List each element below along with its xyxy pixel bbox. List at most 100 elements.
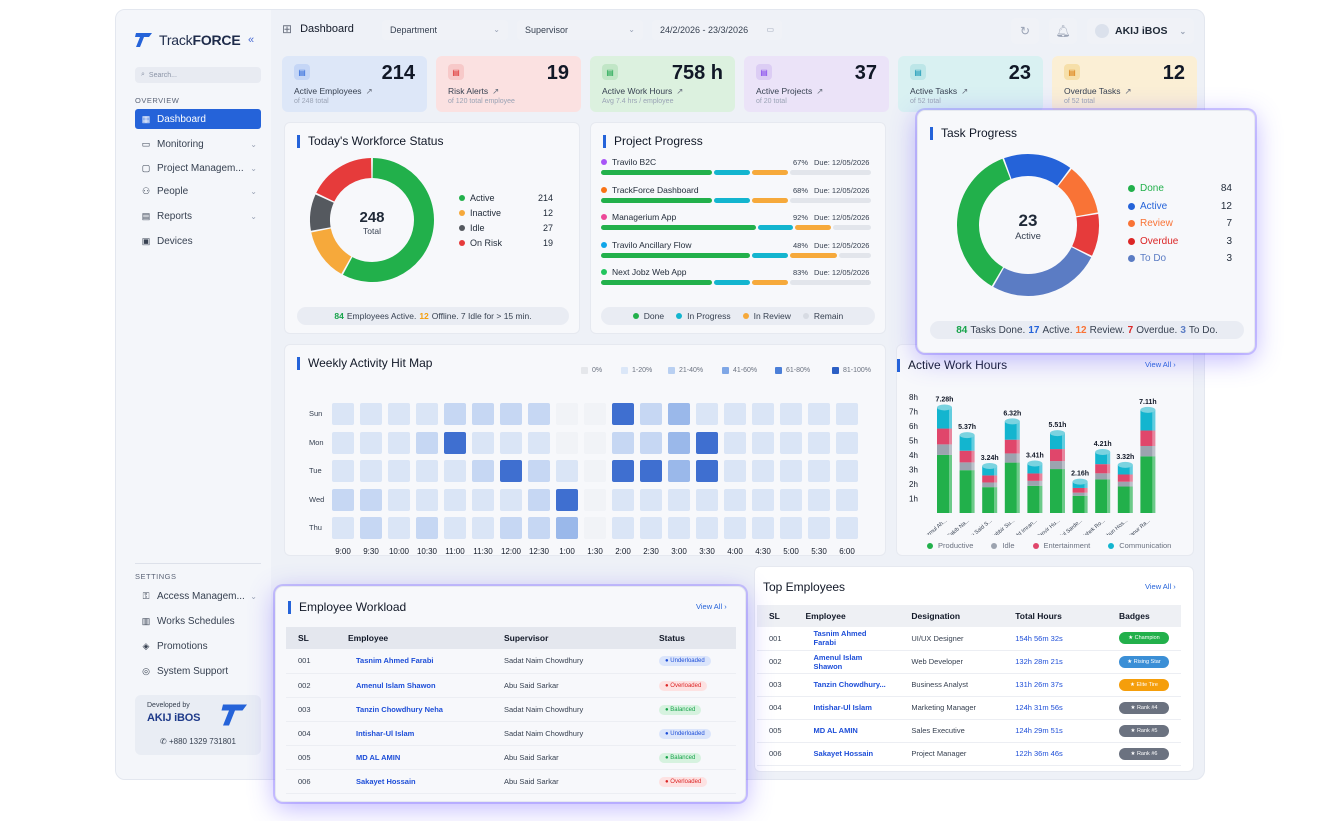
brand[interactable]: TrackFORCE	[135, 32, 241, 48]
table-row[interactable]: 002 Amenul Islam Shawon Abu Said Sarkar ● O…	[286, 673, 736, 698]
heatmap-cell[interactable]	[724, 517, 746, 539]
heatmap-cell[interactable]	[668, 403, 690, 425]
cell-employee[interactable]: Sakayet Hossain	[336, 769, 492, 794]
heatmap-cell[interactable]	[528, 488, 550, 511]
column-header[interactable]: Employee	[793, 605, 900, 627]
heatmap-cell[interactable]	[584, 488, 606, 511]
heatmap-cell[interactable]	[696, 517, 718, 539]
donut-slice-overdue[interactable]	[1071, 214, 1099, 256]
heatmap-cell[interactable]	[444, 403, 466, 425]
project-item[interactable]: Next Jobz Web App 83% Due: 12/05/2026	[601, 267, 871, 289]
sidebar-item-access-management[interactable]: ⚿ Access Managem... ⌄	[142, 590, 257, 602]
sidebar-item-project-management[interactable]: ▢ Project Managem... ⌄	[141, 162, 257, 174]
heatmap-cell[interactable]	[612, 431, 634, 454]
date-range-picker[interactable]: 24/2/2026 - 23/3/2026 ▭	[652, 20, 782, 40]
bar-0[interactable]	[937, 404, 952, 513]
heatmap-cell[interactable]	[528, 431, 550, 454]
cell-employee[interactable]: Intishar-Ul Islam	[793, 696, 900, 720]
heatmap-cell[interactable]	[808, 460, 830, 482]
table-row[interactable]: 005 MD AL AMIN Sales Executive 124h 29m 51s…	[757, 719, 1181, 743]
heatmap-cell[interactable]	[696, 488, 718, 511]
heatmap-cell[interactable]	[332, 403, 354, 425]
sidebar-item-people[interactable]: ⚇ People ⌄	[141, 185, 257, 197]
project-item[interactable]: Travilo Ancillary Flow 48% Due: 12/05/2026	[601, 240, 871, 262]
cell-employee[interactable]: MD AL AMIN	[336, 745, 492, 770]
donut-slice-review[interactable]	[1055, 168, 1098, 217]
heatmap-cell[interactable]	[528, 403, 550, 425]
cell-employee[interactable]: Intishar-Ul Islam	[336, 721, 492, 746]
donut-slice-active[interactable]	[342, 158, 434, 282]
table-row[interactable]: 005 MD AL AMIN Abu Said Sarkar ● Balanced	[286, 745, 736, 770]
heatmap-cell[interactable]	[584, 460, 606, 482]
heatmap-cell[interactable]	[752, 517, 774, 539]
heatmap-cell[interactable]	[612, 403, 634, 425]
heatmap-cell[interactable]	[416, 517, 438, 539]
column-header[interactable]: Badges	[1106, 605, 1181, 627]
heatmap-cell[interactable]	[472, 517, 494, 539]
heatmap-cell[interactable]	[612, 488, 634, 511]
heatmap-cell[interactable]	[668, 488, 690, 511]
heatmap-cell[interactable]	[780, 460, 802, 482]
heatmap-cell[interactable]	[500, 403, 522, 425]
heatmap-cell[interactable]	[696, 431, 718, 454]
project-item[interactable]: TrackForce Dashboard 68% Due: 12/05/2026	[601, 185, 871, 207]
heatmap-cell[interactable]	[332, 517, 354, 539]
view-all-link[interactable]: View All ›	[1145, 360, 1176, 369]
heatmap-cell[interactable]	[416, 431, 438, 454]
refresh-button[interactable]: ↻	[1011, 18, 1039, 44]
heatmap-cell[interactable]	[500, 517, 522, 539]
heatmap-cell[interactable]	[612, 517, 634, 539]
heatmap-cell[interactable]	[444, 431, 466, 454]
heatmap-cell[interactable]	[808, 431, 830, 454]
cell-employee[interactable]: Tanzin Chowdhury...	[793, 673, 900, 697]
heatmap-cell[interactable]	[388, 431, 410, 454]
heatmap-cell[interactable]	[444, 517, 466, 539]
column-header[interactable]: Status	[647, 627, 736, 649]
heatmap-cell[interactable]	[332, 431, 354, 454]
column-header[interactable]: SL	[757, 605, 794, 627]
heatmap-cell[interactable]	[332, 488, 354, 511]
heatmap-cell[interactable]	[668, 431, 690, 454]
collapse-sidebar-icon[interactable]: «	[248, 34, 255, 46]
heatmap-cell[interactable]	[640, 431, 662, 454]
heatmap-cell[interactable]	[780, 431, 802, 454]
heatmap-cell[interactable]	[808, 403, 830, 425]
heatmap-cell[interactable]	[752, 460, 774, 482]
sidebar-item-monitoring[interactable]: ▭ Monitoring ⌄	[141, 138, 257, 150]
bar-6[interactable]	[1072, 478, 1088, 513]
heatmap-cell[interactable]	[556, 460, 578, 482]
heatmap-cell[interactable]	[556, 517, 578, 539]
table-row[interactable]: 003 Tanzin Chowdhury Neha Sadat Naim Chowd…	[286, 697, 736, 722]
stat-card[interactable]: ▤ 12 Overdue Tasks ↗ of 52 total	[1052, 56, 1197, 112]
heatmap-cell[interactable]	[332, 460, 354, 482]
cell-employee[interactable]: Tasnim Ahmed Farabi	[793, 627, 900, 651]
heatmap-cell[interactable]	[836, 403, 858, 425]
cell-employee[interactable]: Sakayet Hossain	[793, 742, 900, 766]
heatmap-cell[interactable]	[640, 517, 662, 539]
stat-card[interactable]: ▤ 758 h Active Work Hours ↗ Avg 7.4 hrs / em…	[590, 56, 735, 112]
heatmap-cell[interactable]	[444, 460, 466, 482]
table-row[interactable]: 001 Tasnim Ahmed Farabi UI/UX Designer 154h…	[757, 627, 1181, 651]
bar-4[interactable]	[1027, 460, 1043, 513]
sidebar-item-work-schedules[interactable]: ▥ Works Schedules	[141, 615, 235, 627]
heatmap-cell[interactable]	[640, 488, 662, 511]
heatmap-cell[interactable]	[472, 460, 494, 482]
heatmap-cell[interactable]	[388, 488, 410, 511]
stat-card[interactable]: ▤ 19 Risk Alerts ↗ of 120 total employee	[436, 56, 581, 112]
column-header[interactable]: SL	[286, 627, 336, 649]
table-row[interactable]: 004 Intishar-Ul Islam Marketing Manager 124…	[757, 696, 1181, 720]
heatmap-cell[interactable]	[836, 488, 858, 511]
heatmap-cell[interactable]	[612, 460, 634, 482]
donut-slice-to-do[interactable]	[993, 223, 1092, 307]
heatmap-cell[interactable]	[528, 460, 550, 482]
column-header[interactable]: Total Hours	[1003, 605, 1107, 627]
heatmap-cell[interactable]	[780, 517, 802, 539]
sidebar-item-devices[interactable]: ▣ Devices	[141, 235, 193, 247]
column-header[interactable]: Designation	[899, 605, 1004, 627]
heatmap-cell[interactable]	[472, 403, 494, 425]
sidebar-item-promotions[interactable]: ◈ Promotions	[142, 640, 208, 652]
heatmap-cell[interactable]	[724, 431, 746, 454]
heatmap-cell[interactable]	[360, 403, 382, 425]
heatmap-cell[interactable]	[780, 488, 802, 511]
cell-employee[interactable]: Tanzin Chowdhury Neha	[336, 697, 492, 722]
